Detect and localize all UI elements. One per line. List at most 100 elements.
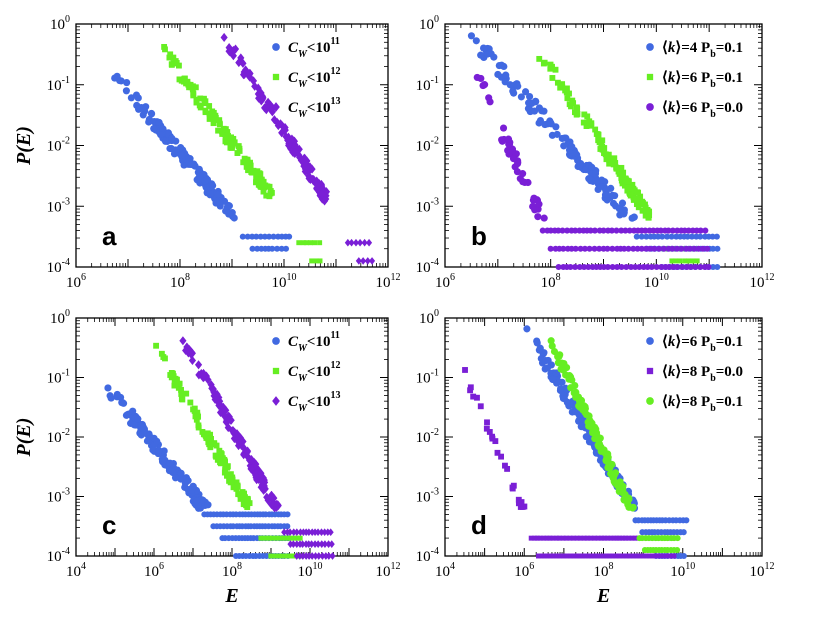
data-point bbox=[573, 109, 580, 116]
data-point bbox=[674, 535, 681, 542]
data-point bbox=[217, 450, 224, 457]
data-point bbox=[321, 528, 328, 537]
data-point bbox=[296, 240, 302, 246]
data-point bbox=[647, 553, 653, 559]
data-point bbox=[630, 197, 637, 203]
data-point bbox=[234, 150, 241, 156]
data-point bbox=[236, 145, 243, 152]
legend-marker bbox=[272, 43, 280, 51]
data-point bbox=[195, 165, 203, 173]
data-point bbox=[322, 194, 330, 204]
data-point bbox=[608, 535, 614, 541]
data-point bbox=[134, 94, 142, 102]
data-point bbox=[697, 227, 704, 234]
data-point bbox=[490, 53, 498, 61]
y-tick-label: 100 bbox=[419, 14, 439, 33]
data-point bbox=[513, 160, 522, 168]
data-point bbox=[321, 540, 328, 548]
data-point bbox=[519, 170, 527, 178]
data-point bbox=[505, 140, 513, 148]
data-point bbox=[498, 453, 504, 460]
data-point bbox=[249, 245, 256, 252]
data-point bbox=[494, 449, 501, 456]
data-point bbox=[525, 99, 533, 107]
data-point bbox=[575, 397, 584, 405]
data-point bbox=[240, 159, 247, 166]
data-point bbox=[247, 455, 256, 465]
data-point bbox=[325, 552, 332, 560]
data-point bbox=[117, 77, 125, 85]
data-point bbox=[104, 384, 112, 392]
data-point bbox=[219, 403, 227, 413]
data-point bbox=[536, 55, 543, 62]
data-point bbox=[617, 535, 623, 541]
data-point bbox=[276, 119, 285, 129]
data-point bbox=[299, 552, 306, 560]
data-point bbox=[170, 373, 177, 380]
data-point bbox=[608, 227, 615, 234]
data-point bbox=[669, 258, 675, 264]
data-point bbox=[618, 199, 627, 207]
data-point bbox=[107, 394, 115, 402]
data-point bbox=[193, 497, 201, 505]
data-point bbox=[618, 164, 625, 171]
data-point bbox=[167, 145, 175, 153]
data-point bbox=[581, 535, 587, 541]
data-point bbox=[629, 535, 635, 541]
data-point bbox=[284, 135, 292, 145]
data-point bbox=[560, 553, 566, 559]
data-point bbox=[609, 474, 617, 482]
x-axis-label: E bbox=[596, 585, 610, 607]
data-point bbox=[479, 44, 488, 52]
data-point bbox=[662, 553, 668, 559]
data-point bbox=[293, 552, 300, 560]
data-point bbox=[547, 535, 553, 541]
data-point bbox=[502, 71, 510, 79]
data-point bbox=[260, 188, 267, 195]
data-point bbox=[629, 181, 636, 188]
data-point bbox=[477, 51, 485, 59]
data-point bbox=[317, 240, 323, 246]
data-point bbox=[216, 120, 223, 127]
y-tick-label: 10-3 bbox=[416, 487, 439, 506]
data-point bbox=[564, 227, 571, 234]
data-point bbox=[161, 43, 168, 50]
data-point bbox=[254, 168, 261, 175]
data-point bbox=[187, 349, 195, 359]
data-point bbox=[267, 535, 273, 541]
y-tick-label: 10-4 bbox=[416, 257, 439, 276]
x-tick-label: 1010 bbox=[272, 272, 297, 291]
series bbox=[473, 73, 712, 271]
data-point bbox=[574, 553, 580, 559]
data-point bbox=[637, 193, 644, 200]
data-point bbox=[225, 46, 233, 56]
data-point bbox=[239, 58, 247, 68]
data-point bbox=[592, 429, 601, 437]
data-point bbox=[515, 496, 522, 503]
data-point bbox=[582, 433, 590, 441]
data-point bbox=[603, 156, 610, 163]
data-point bbox=[270, 233, 277, 240]
legend: CW<1011 CW<1012 CW<1013 bbox=[272, 330, 340, 414]
legend-label: ⟨k⟩=6 Pb=0.0 bbox=[662, 100, 743, 120]
data-point bbox=[560, 142, 568, 150]
data-point bbox=[625, 184, 632, 191]
data-point bbox=[537, 535, 543, 541]
data-point bbox=[548, 342, 556, 350]
data-point bbox=[352, 238, 360, 247]
data-point bbox=[240, 493, 247, 500]
data-point bbox=[221, 406, 229, 416]
data-point bbox=[541, 535, 547, 541]
data-point bbox=[235, 58, 243, 68]
data-point bbox=[489, 435, 496, 442]
data-point bbox=[680, 552, 687, 560]
legend-marker bbox=[646, 43, 654, 51]
data-point bbox=[301, 164, 309, 174]
data-point bbox=[178, 391, 185, 397]
data-point bbox=[576, 263, 583, 271]
data-point bbox=[123, 78, 131, 87]
data-point bbox=[539, 227, 546, 234]
data-point bbox=[288, 535, 294, 541]
data-point bbox=[344, 238, 351, 247]
data-point bbox=[605, 535, 611, 541]
